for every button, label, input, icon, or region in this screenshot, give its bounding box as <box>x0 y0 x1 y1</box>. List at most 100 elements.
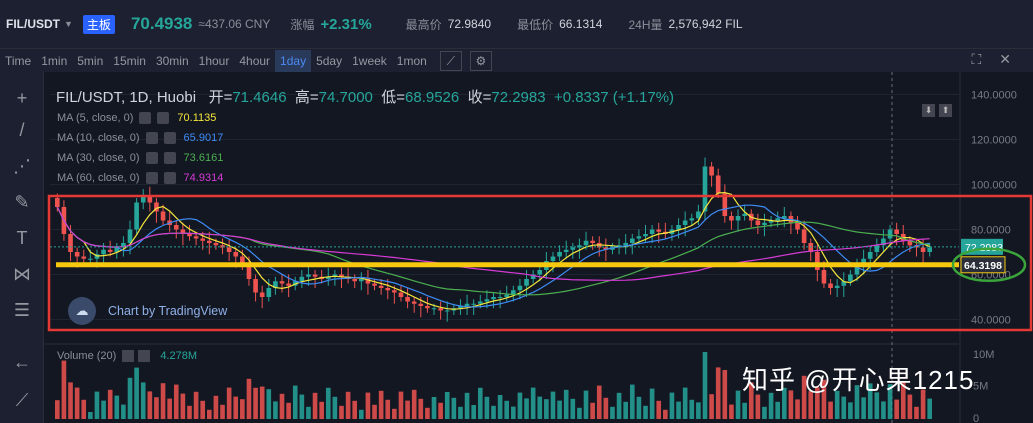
multiline-icon[interactable]: ⋰ <box>13 156 31 176</box>
candle-body <box>590 240 595 243</box>
candle-body <box>226 247 232 252</box>
settings-icon[interactable] <box>145 172 158 184</box>
timeframe-1mon[interactable]: 1mon <box>396 53 427 68</box>
symbol-selector[interactable]: FIL/USDT <box>6 17 60 31</box>
volume-bar <box>127 377 133 419</box>
close-icon[interactable]: ✕ <box>999 51 1011 67</box>
volume-bar <box>557 400 562 419</box>
volume-bar <box>286 402 291 419</box>
brush-icon[interactable]: ✎ <box>14 192 30 212</box>
crosshair-icon[interactable]: + <box>16 88 28 108</box>
close-icon[interactable] <box>163 172 176 184</box>
volume-bar <box>848 402 853 419</box>
fullscreen-icon[interactable]: ⛶ <box>971 51 982 67</box>
close-icon[interactable] <box>163 132 176 144</box>
chevron-down-icon[interactable]: ▼ <box>64 19 73 29</box>
back-arrow-icon[interactable]: ← <box>13 352 31 372</box>
volume-bar <box>378 390 384 419</box>
volume-bar <box>682 387 688 419</box>
high-label: 高= <box>294 89 319 106</box>
volume-bar <box>881 401 886 419</box>
volume-bar <box>742 402 747 419</box>
settings-icon[interactable]: ⚙ <box>469 50 492 71</box>
volume-bar <box>795 399 800 419</box>
support-price-label: 64.3198 <box>964 260 1002 272</box>
candle-body <box>768 220 774 223</box>
volume-bar <box>596 385 602 419</box>
volume-bar <box>81 399 87 419</box>
volume-bar <box>649 388 655 419</box>
timeframe-toolbar: Time 1min 5min 15min 30min 1hour 4hour 1day 5day… <box>0 48 1033 72</box>
tradingview-watermark[interactable]: ☁ Chart by TradingView <box>68 297 227 325</box>
volume-bar <box>517 392 523 419</box>
settings-icon[interactable] <box>145 152 158 164</box>
ma-label: MA (5, close, 0) <box>57 112 134 124</box>
candle-body <box>623 243 628 246</box>
volume-bar <box>563 389 569 419</box>
timeframe-1min[interactable]: 1min <box>41 53 68 68</box>
volume-bar <box>729 404 734 419</box>
timeframe-1day[interactable]: 1day <box>275 49 312 72</box>
candle-body <box>629 238 635 243</box>
candle-body <box>372 283 377 286</box>
timeframe-5min[interactable]: 5min <box>77 53 104 68</box>
candle-body <box>107 249 113 252</box>
settings-icon[interactable] <box>145 132 158 144</box>
volume-bar <box>359 409 364 419</box>
volume-bar <box>339 405 344 419</box>
price-chart[interactable]: 140.0000120.0000100.000080.000060.000040… <box>44 72 1033 423</box>
cloud-icon: ☁ <box>68 297 96 325</box>
candle-body <box>240 256 245 266</box>
move-down-icon[interactable]: ⬇ <box>922 104 935 117</box>
candle-body <box>676 225 681 230</box>
candle-body <box>775 218 781 221</box>
timeframe-1hour[interactable]: 1hour <box>198 53 230 68</box>
close-icon[interactable] <box>138 350 151 362</box>
volume-bar <box>590 402 595 419</box>
volume-bar <box>200 400 206 419</box>
volume-bar <box>405 400 410 419</box>
candle-body <box>180 229 186 234</box>
text-icon[interactable]: T <box>16 228 28 248</box>
close-icon[interactable] <box>163 152 176 164</box>
candle-body <box>359 279 364 282</box>
close-icon[interactable] <box>157 112 170 124</box>
volume-tick-label: 10M <box>973 349 994 361</box>
volume-24h-label: 24H量 <box>628 17 663 32</box>
volume-bar <box>689 399 695 419</box>
volume-bar <box>458 406 463 419</box>
volume-bar <box>537 396 543 419</box>
candle-body <box>563 249 569 252</box>
candle-body <box>325 276 331 279</box>
trendline-icon[interactable]: / <box>19 120 25 140</box>
ruler-icon[interactable]: ⟋ <box>15 390 29 410</box>
volume-bar <box>722 370 728 419</box>
timeframe-30min[interactable]: 30min <box>155 53 189 68</box>
volume-label: Volume (20) <box>57 350 117 362</box>
timeframe-15min[interactable]: 15min <box>113 53 146 68</box>
timeframe-1week[interactable]: 1week <box>352 53 387 68</box>
settings-icon[interactable] <box>122 350 135 362</box>
timeframe-5day[interactable]: 5day <box>316 53 343 68</box>
candle-body <box>834 285 840 288</box>
candle-body <box>68 234 73 252</box>
fib-icon[interactable]: ☰ <box>13 300 31 320</box>
chart-type-icon[interactable]: ⟋ <box>439 50 462 71</box>
volume-bar <box>173 384 179 419</box>
volume-bar <box>101 400 106 419</box>
volume-bar <box>332 396 338 419</box>
candle-body <box>848 274 853 282</box>
move-up-icon[interactable]: ⬆ <box>939 104 952 117</box>
volume-bar <box>781 387 787 419</box>
ma-line <box>56 206 930 296</box>
timeframe-4hour[interactable]: 4hour <box>239 53 271 68</box>
volume-bar <box>735 390 741 419</box>
volume-legend: Volume (20) 4.278M <box>57 350 197 362</box>
settings-icon[interactable] <box>139 112 152 124</box>
volume-24h-value: 2,576,942 FIL <box>668 17 743 31</box>
volume-bar <box>497 395 503 419</box>
volume-bar <box>748 382 754 419</box>
pattern-icon[interactable]: ⋈ <box>13 264 31 284</box>
candle-body <box>927 247 933 252</box>
timeframe-time[interactable]: Time <box>5 53 32 68</box>
